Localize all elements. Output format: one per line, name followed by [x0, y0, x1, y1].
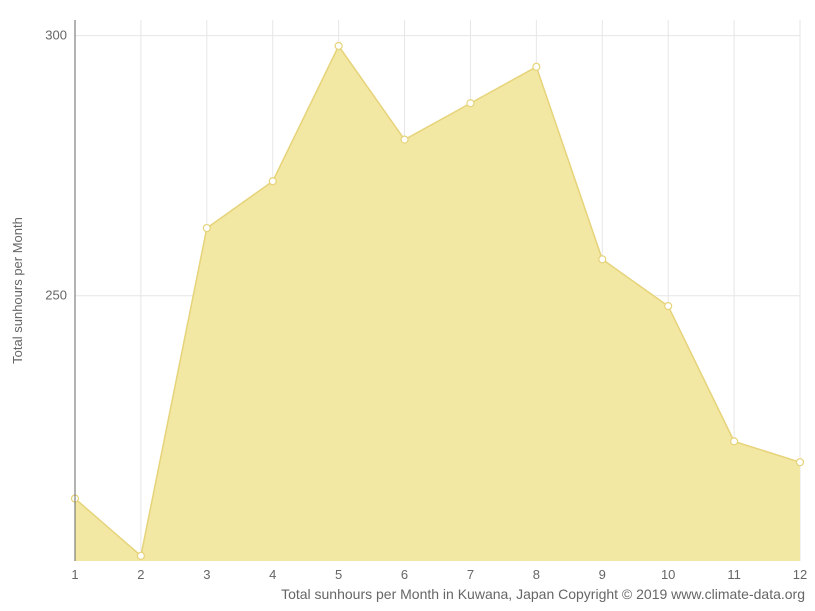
data-point: [797, 459, 804, 466]
x-tick-label: 8: [533, 567, 540, 582]
sunhours-chart: 250300123456789101112Total sunhours per …: [0, 0, 815, 611]
data-point: [731, 438, 738, 445]
chart-svg: 250300123456789101112Total sunhours per …: [0, 0, 815, 611]
x-tick-label: 3: [203, 567, 210, 582]
x-tick-label: 10: [661, 567, 675, 582]
x-tick-label: 5: [335, 567, 342, 582]
x-tick-label: 9: [599, 567, 606, 582]
data-point: [599, 256, 606, 263]
x-tick-label: 4: [269, 567, 276, 582]
chart-caption: Total sunhours per Month in Kuwana, Japa…: [281, 586, 805, 602]
x-tick-label: 7: [467, 567, 474, 582]
data-point: [335, 43, 342, 50]
data-point: [137, 552, 144, 559]
x-tick-label: 6: [401, 567, 408, 582]
x-tick-label: 1: [71, 567, 78, 582]
data-point: [467, 100, 474, 107]
data-point: [533, 63, 540, 70]
data-point: [269, 178, 276, 185]
x-tick-label: 12: [793, 567, 807, 582]
data-point: [665, 303, 672, 310]
x-tick-label: 11: [727, 567, 741, 582]
x-tick-label: 2: [137, 567, 144, 582]
y-tick-label: 250: [45, 288, 67, 303]
data-point: [401, 136, 408, 143]
y-tick-label: 300: [45, 28, 67, 43]
data-point: [203, 225, 210, 232]
y-axis-label: Total sunhours per Month: [10, 217, 25, 364]
